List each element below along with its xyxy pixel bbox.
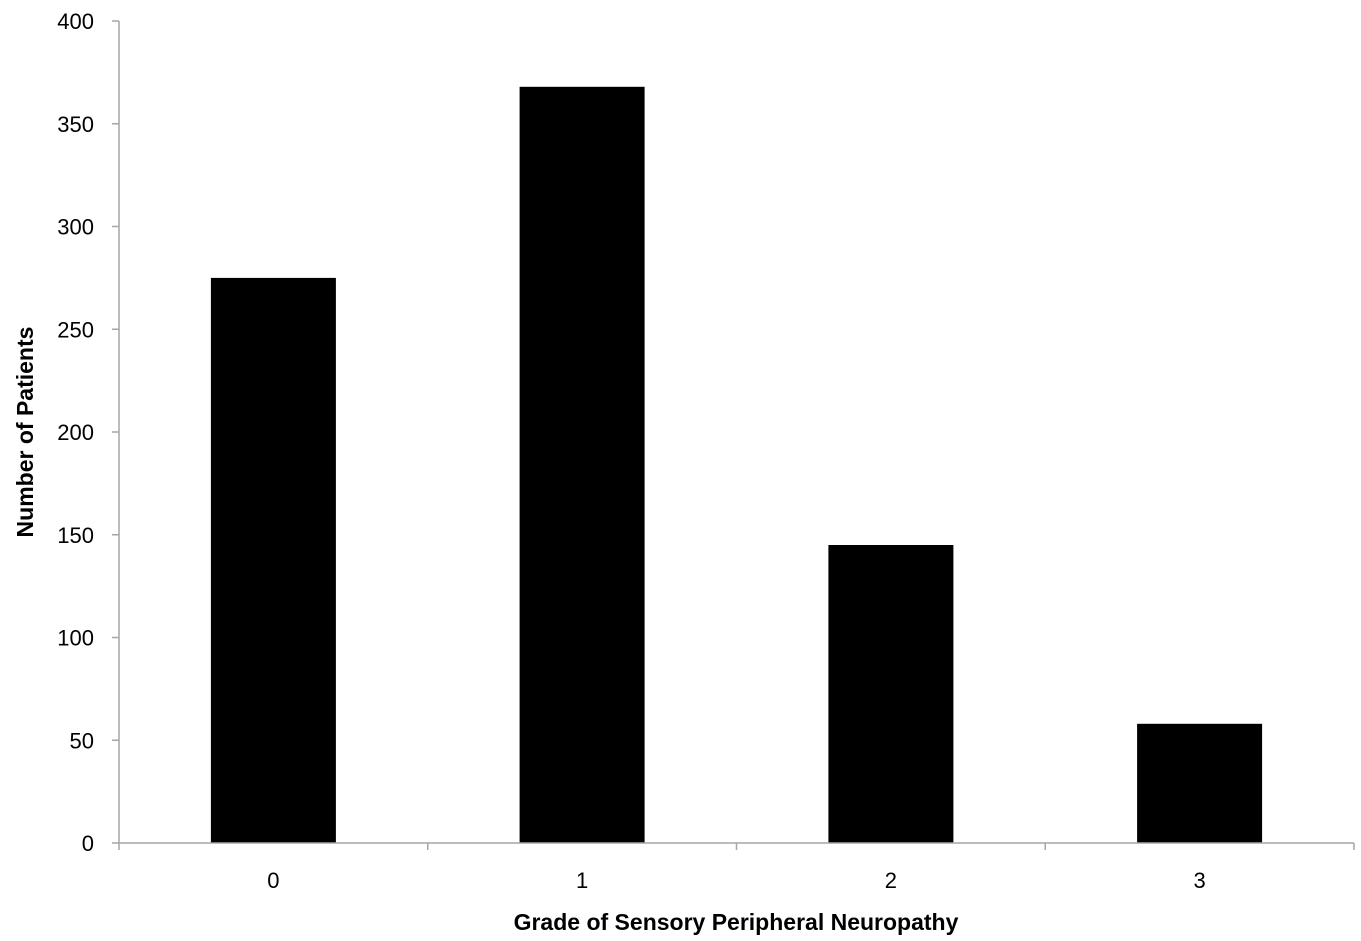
x-tick-label: 2 bbox=[885, 868, 897, 893]
bars-group bbox=[210, 86, 1263, 844]
bar-2 bbox=[828, 545, 954, 843]
x-axis-title: Grade of Sensory Peripheral Neuropathy bbox=[514, 909, 959, 935]
axes-group bbox=[112, 20, 1355, 850]
y-tick-label: 400 bbox=[57, 9, 94, 34]
bar-1 bbox=[519, 86, 645, 844]
x-tick-label: 1 bbox=[576, 868, 588, 893]
y-tick-label: 250 bbox=[57, 317, 94, 342]
x-tick-label: 0 bbox=[267, 868, 279, 893]
x-tick-label: 3 bbox=[1194, 868, 1206, 893]
y-tick-label: 100 bbox=[57, 626, 94, 651]
y-tick-label: 300 bbox=[57, 215, 94, 240]
y-tick-label: 0 bbox=[82, 831, 94, 856]
tick-labels-group: 0 50 100 150 200 250 300 350 400 0 1 2 3 bbox=[57, 9, 1205, 893]
y-tick-label: 50 bbox=[70, 728, 94, 753]
y-tick-label: 150 bbox=[57, 523, 94, 548]
bar-3 bbox=[1137, 723, 1263, 843]
bar-0 bbox=[210, 277, 336, 843]
y-tick-label: 350 bbox=[57, 112, 94, 137]
y-tick-label: 200 bbox=[57, 420, 94, 445]
y-axis-title: Number of Patients bbox=[12, 327, 38, 538]
